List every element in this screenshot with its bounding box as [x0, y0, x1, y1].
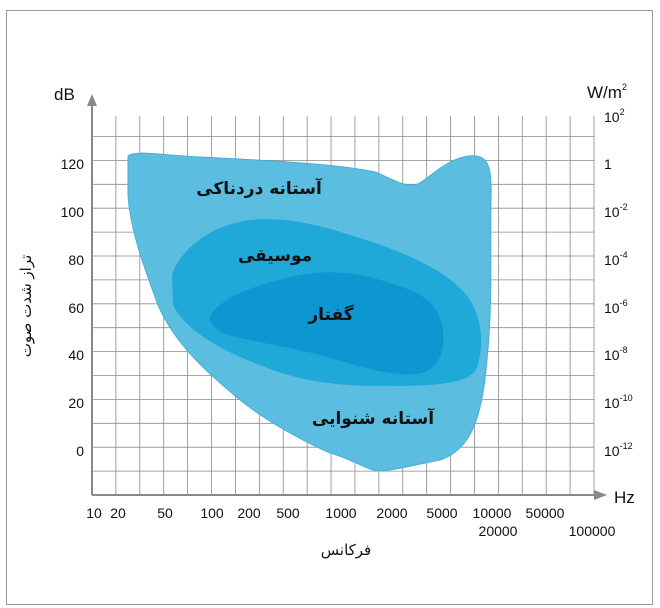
y-right-tick: 10-10: [604, 393, 633, 411]
y-left-ticks: 120 100 80 60 40 20 0: [61, 156, 85, 459]
x-tick: 2000: [376, 505, 407, 521]
x-axis-title: فرکانس: [321, 541, 371, 559]
y-left-tick: 20: [68, 395, 84, 411]
x-unit: Hz: [614, 488, 635, 507]
y-axis-title: تراز شدت صوت: [17, 255, 35, 358]
y-left-tick: 40: [68, 347, 84, 363]
x-ticks: 10 20 50 100 200 500 1000 2000 5000 1000…: [86, 505, 615, 539]
x-tick: 20: [110, 505, 126, 521]
x-tick: 10000: [473, 505, 512, 521]
y-right-tick: 10-4: [604, 250, 628, 268]
x-tick: 10: [86, 505, 102, 521]
x-tick: 20000: [479, 523, 518, 539]
x-tick: 500: [276, 505, 300, 521]
y-left-tick: 80: [68, 252, 84, 268]
x-tick: 50: [157, 505, 173, 521]
y-right-tick: 1: [604, 156, 612, 172]
y-left-unit: dB: [54, 85, 75, 104]
y-right-tick: 10-8: [604, 345, 628, 363]
y-left-tick: 100: [61, 204, 85, 220]
y-left-tick: 60: [68, 300, 84, 316]
x-tick: 200: [237, 505, 261, 521]
x-tick: 5000: [426, 505, 457, 521]
speech-region: [210, 272, 444, 375]
y-right-tick: 102: [604, 107, 625, 125]
x-tick: 100000: [569, 523, 616, 539]
x-tick: 100: [200, 505, 224, 521]
music-label: موسیقی: [238, 246, 312, 266]
y-right-unit: W/m2: [587, 82, 627, 102]
y-right-ticks: 102 1 10-2 10-4 10-6 10-8 10-10 10-12: [604, 107, 633, 459]
y-right-tick: 10-12: [604, 441, 633, 459]
y-left-tick: 0: [76, 443, 84, 459]
y-right-tick: 10-6: [604, 298, 628, 316]
x-tick: 1000: [325, 505, 356, 521]
hearing-threshold-label: آستانه شنوایی: [312, 407, 435, 429]
axes: [87, 94, 607, 500]
x-tick: 50000: [526, 505, 565, 521]
speech-label: گفتار: [307, 304, 353, 325]
y-left-tick: 120: [61, 156, 85, 172]
y-right-tick: 10-2: [604, 202, 628, 220]
pain-threshold-label: آستانه دردناکی: [196, 177, 323, 199]
